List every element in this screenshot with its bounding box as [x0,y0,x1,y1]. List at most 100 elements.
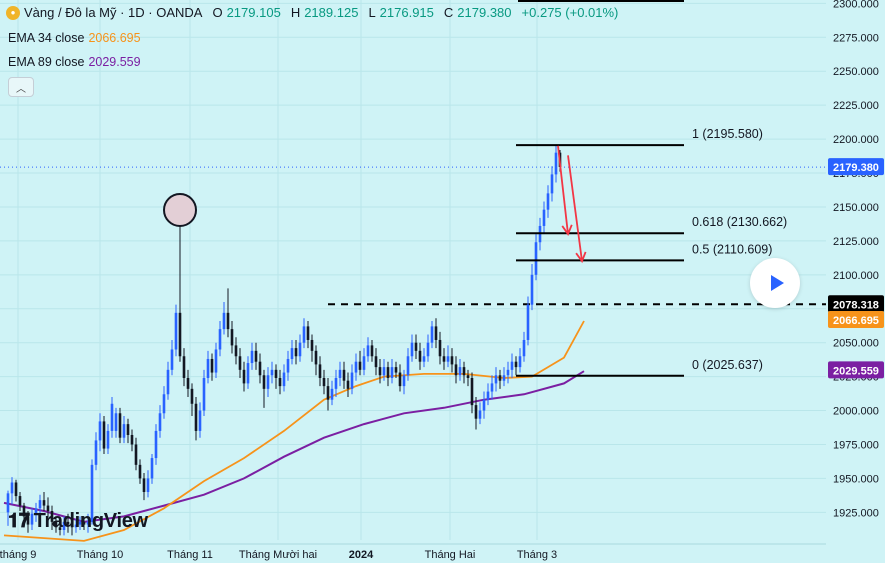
down-arrow-head [561,224,573,236]
candle-body [306,326,310,340]
symbol-title[interactable]: Vàng / Đô la Mỹ · 1D · OANDA [24,5,203,20]
ema89-line [3,370,585,523]
candle-body [126,424,130,435]
candle-body [42,500,46,506]
candle-body [446,356,450,362]
candle-body [122,424,126,438]
candle-body [458,367,462,376]
candle-body [190,388,194,404]
candle-body [402,375,406,387]
candle-body [154,430,158,459]
candle-body [46,505,50,511]
candle-body [34,508,38,514]
candle-body [498,375,502,381]
current-price-tag: 2179.380 [833,162,879,174]
y-tick-label: 2225.000 [833,100,879,112]
down-arrow-shaft [557,145,569,235]
ema34-legend[interactable]: EMA 34 close 2066.695 [8,31,141,45]
candle-body [426,342,430,357]
x-tick-label: Tháng Hai [425,549,476,561]
y-tick-label: 2275.000 [833,32,879,44]
candle-body [438,339,442,357]
open-value: 2179.105 [226,5,281,20]
y-tick-label: 2150.000 [833,202,879,214]
candle-body [494,375,498,384]
candle-body [474,405,478,419]
candle-body [522,339,526,357]
close-value: 2179.380 [457,5,512,20]
candle-body [70,524,74,528]
tradingview-mark-icon: 𝟏𝟕 [8,510,30,532]
candle-body [194,403,198,431]
collapse-legend-button[interactable]: ︿ [8,77,34,97]
candle-body [14,482,18,497]
logo-text: TradingView [33,510,148,532]
candle-body [54,521,58,528]
price-tag: 2029.559 [833,365,879,377]
candle-body [442,356,446,362]
candle-body [110,403,114,431]
price-axis [828,0,885,563]
price-tag-bg [828,295,884,313]
candle-body [74,524,78,528]
candle-body [410,342,414,357]
candle-body [202,377,206,411]
x-tick-label: Tháng 10 [77,549,123,561]
fib-level-label: 1 (2195.580) [692,127,763,141]
candle-body [218,329,222,350]
candle-body [298,342,302,357]
candle-body [330,388,334,400]
candle-body [514,361,518,368]
play-button[interactable] [750,258,800,308]
candle-body [178,312,182,357]
y-tick-label: 2200.000 [833,134,879,146]
current-price-tag-bg [828,158,884,176]
candle-body [454,364,458,376]
candle-body [214,349,218,373]
candle-body [258,361,262,376]
candle-body [370,345,374,357]
fib-level-label: 0.5 (2110.609) [692,242,772,256]
candle-body [18,496,22,506]
candle-body [554,152,558,175]
candle-body [466,375,470,378]
candle-body [106,430,110,449]
candle-body [302,326,306,343]
candle-body [490,383,494,392]
candle-body [418,350,422,362]
y-tick-label: 1925.000 [833,507,879,519]
x-tick-label: Tháng 11 [167,549,213,561]
candle-body [174,312,178,350]
candle-body [222,312,226,330]
candle-body [394,367,398,373]
candle-body [510,361,514,370]
candle-body [130,434,134,445]
price-tag-bg [828,311,884,329]
candle-body [334,377,338,389]
y-tick-label: 2100.000 [833,270,879,282]
candle-body [94,440,98,465]
candle-body [50,510,54,522]
candle-body [462,367,466,376]
candle-body [542,209,546,226]
candle-body [170,349,174,370]
ema89-legend[interactable]: EMA 89 close 2029.559 [8,55,141,69]
chevron-up-icon: ︿ [16,83,26,95]
price-tag: 2066.695 [833,315,879,327]
candle-body [102,421,106,449]
change-value: +0.275 (+0.01%) [521,5,619,20]
candle-body [374,356,378,368]
candle-body [78,521,82,525]
low-value: 2176.915 [379,5,434,20]
candle-body [150,458,154,479]
candle-body [502,375,506,381]
candle-body [326,386,330,400]
candle-body [230,329,234,346]
y-tick-label: 1950.000 [833,473,879,485]
candle-body [182,356,186,378]
candle-body [38,500,42,509]
candle-body [318,364,322,378]
x-tick-label: tháng 9 [0,549,36,561]
y-tick-label: 2125.000 [833,236,879,248]
